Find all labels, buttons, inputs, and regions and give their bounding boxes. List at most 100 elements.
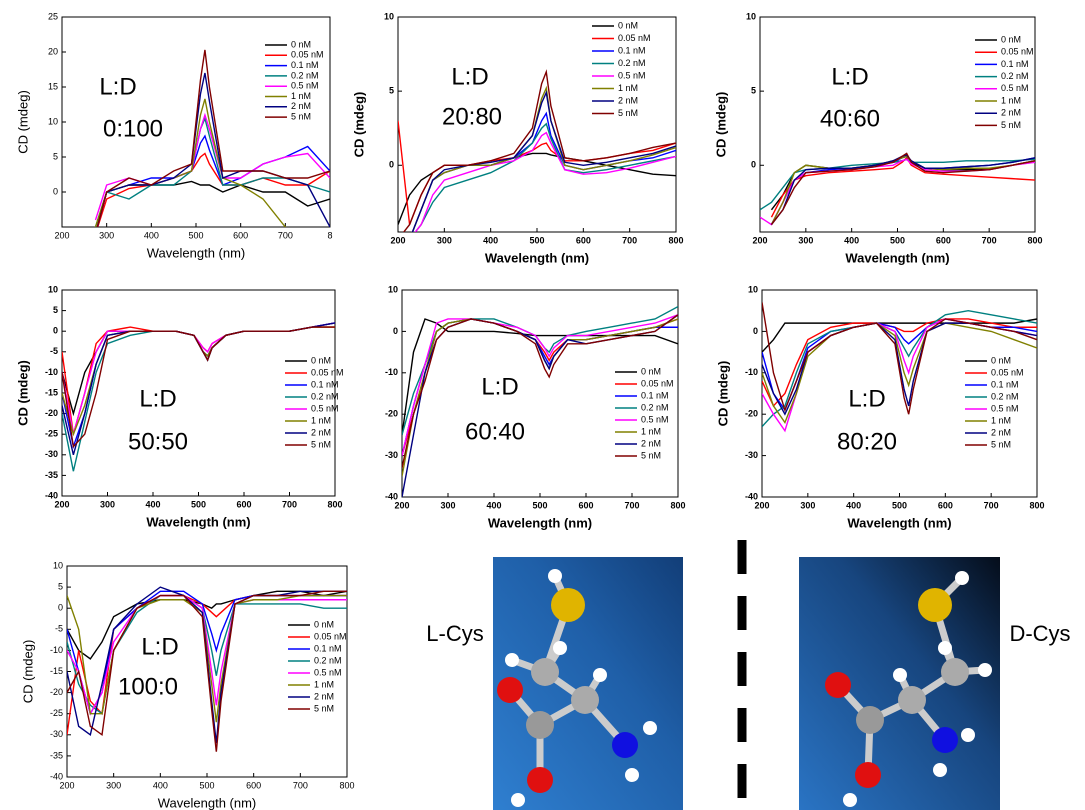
legend-label: 0 nM — [311, 355, 331, 365]
x-tick-label: 400 — [844, 235, 859, 245]
x-axis-label: Wavelength (nm) — [488, 515, 592, 530]
figure: L-Cys D-Cys 2003004005006007008051015202… — [0, 0, 1085, 810]
annotation: 20:80 — [442, 103, 502, 130]
y-tick-label: -40 — [745, 491, 758, 501]
x-tick-label: 400 — [486, 500, 501, 510]
x-tick-label: 800 — [1029, 500, 1044, 510]
y-axis-label: CD (mdeg) — [15, 90, 30, 154]
x-tick-label: 400 — [846, 500, 861, 510]
legend-label: 1 nM — [991, 415, 1011, 425]
legend-label: 2 nM — [641, 438, 661, 448]
chart-panel: 200300400500600700800-40-35-30-25-20-15-… — [20, 560, 354, 810]
legend-label: 0.2 nM — [314, 655, 342, 665]
annotation: 50:50 — [128, 428, 188, 455]
legend-label: 1 nM — [311, 415, 331, 425]
legend-label: 5 nM — [618, 108, 638, 118]
legend-label: 0 nM — [618, 20, 638, 30]
x-tick-label: 500 — [532, 500, 547, 510]
legend-label: 1 nM — [1001, 95, 1021, 105]
x-tick-label: 200 — [54, 230, 69, 240]
x-tick-label: 800 — [670, 500, 685, 510]
x-tick-label: 600 — [576, 235, 591, 245]
y-tick-label: 10 — [746, 11, 756, 21]
y-tick-label: -5 — [50, 346, 58, 356]
annotation: 40:60 — [820, 105, 880, 132]
legend-label: 2 nM — [314, 691, 334, 701]
x-axis-label: Wavelength (nm) — [146, 514, 250, 529]
legend-label: 5 nM — [311, 439, 331, 449]
legend-label: 1 nM — [641, 426, 661, 436]
annotation: L:D — [141, 633, 178, 660]
annotation: 0:100 — [103, 115, 163, 142]
legend-label: 0.05 nM — [311, 367, 344, 377]
legend-label: 0.1 nM — [641, 390, 669, 400]
x-tick-label: 200 — [394, 500, 409, 510]
x-tick-label: 600 — [938, 500, 953, 510]
legend-label: 0.2 nM — [618, 58, 646, 68]
y-tick-label: 0 — [393, 326, 398, 336]
legend-label: 0.05 nM — [641, 378, 674, 388]
y-axis-label: CD (mdeg) — [351, 92, 366, 158]
series-line — [402, 319, 678, 456]
legend-label: 1 nM — [291, 91, 311, 101]
y-tick-label: -30 — [385, 450, 398, 460]
d-cys-label: D-Cys — [1009, 621, 1070, 646]
x-tick-label: 500 — [188, 230, 203, 240]
y-axis-label: CD (mdeg) — [713, 92, 728, 158]
y-tick-label: 10 — [53, 560, 63, 570]
x-tick-label: 700 — [984, 500, 999, 510]
y-tick-label: -40 — [385, 491, 398, 501]
y-tick-label: 15 — [48, 81, 58, 91]
y-tick-label: 5 — [751, 86, 756, 96]
x-tick-label: 600 — [936, 235, 951, 245]
y-tick-label: -40 — [45, 490, 58, 500]
series-line — [96, 182, 331, 235]
y-axis-label: CD (mdeg) — [20, 640, 35, 704]
x-tick-label: 800 — [327, 499, 342, 509]
y-tick-label: -10 — [50, 645, 63, 655]
legend-label: 0.1 nM — [1001, 59, 1029, 69]
x-tick-label: 800 — [339, 780, 354, 790]
legend-label: 0 nM — [314, 619, 334, 629]
x-tick-label: 600 — [246, 780, 261, 790]
legend-label: 0.5 nM — [314, 667, 342, 677]
annotation: L:D — [139, 385, 176, 412]
legend-label: 2 nM — [311, 427, 331, 437]
x-axis-label: Wavelength (nm) — [845, 250, 949, 265]
y-tick-label: -30 — [50, 729, 63, 739]
legend-label: 0.5 nM — [1001, 83, 1029, 93]
x-tick-label: 200 — [752, 235, 767, 245]
legend-label: 5 nM — [314, 703, 334, 713]
y-tick-label: -10 — [385, 367, 398, 377]
y-tick-label: 10 — [384, 11, 394, 21]
y-tick-label: -40 — [50, 771, 63, 781]
y-tick-label: -35 — [50, 750, 63, 760]
y-tick-label: 0 — [58, 603, 63, 613]
y-tick-label: 5 — [53, 151, 58, 161]
x-tick-label: 500 — [890, 235, 905, 245]
series-line — [402, 315, 678, 468]
y-tick-label: -15 — [45, 387, 58, 397]
legend-label: 0.5 nM — [991, 403, 1019, 413]
legend-label: 0.05 nM — [314, 631, 347, 641]
series-line — [67, 591, 347, 751]
y-tick-label: 5 — [389, 86, 394, 96]
y-tick-label: -35 — [45, 470, 58, 480]
plot-frame — [67, 566, 347, 777]
series-line — [398, 133, 676, 240]
x-tick-label: 700 — [293, 780, 308, 790]
x-tick-label: 300 — [100, 499, 115, 509]
legend-label: 0.1 nM — [314, 643, 342, 653]
series-line — [402, 319, 678, 456]
x-tick-label: 500 — [892, 500, 907, 510]
legend-label: 0.1 nM — [311, 379, 339, 389]
annotation: 100:0 — [118, 673, 178, 700]
legend-label: 0 nM — [1001, 34, 1021, 44]
legend-label: 2 nM — [991, 427, 1011, 437]
legend-label: 0.5 nM — [618, 70, 646, 80]
legend-label: 2 nM — [291, 101, 311, 111]
legend-label: 0.05 nM — [991, 367, 1024, 377]
